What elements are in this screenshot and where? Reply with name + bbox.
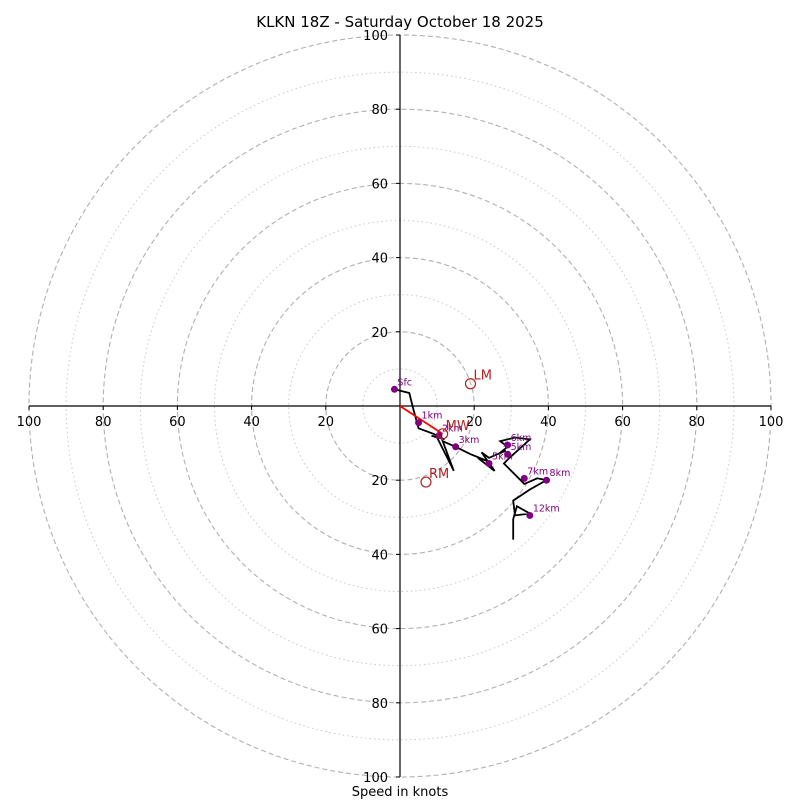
height-point-marker (526, 511, 534, 519)
height-point-label: 5km (492, 452, 513, 463)
storm-motion-marker (437, 428, 449, 440)
y-tick-label: 60 (371, 177, 388, 192)
height-point-label: 2km (442, 424, 463, 435)
x-axis-label: Speed in knots (352, 785, 449, 800)
height-point-marker (543, 476, 551, 484)
storm-motion-group: LM MW RM (420, 369, 492, 488)
y-tick-label: 80 (371, 103, 388, 118)
shear-vector-line (399, 405, 444, 435)
chart-title: KLKN 18Z - Saturday October 18 2025 (256, 13, 544, 31)
height-point-label: 5km (511, 442, 532, 453)
x-tick-label: 60 (614, 415, 631, 430)
height-point-marker (415, 419, 423, 427)
x-tick-label: 40 (540, 415, 557, 430)
y-tick-label: 40 (371, 252, 388, 267)
x-tick-label: 80 (95, 415, 112, 430)
y-tick-label: 80 (371, 697, 388, 712)
height-point-marker (504, 450, 512, 458)
x-tick-label: 100 (17, 415, 42, 430)
x-tick-label: 80 (689, 415, 706, 430)
storm-motion-label: RM (429, 467, 449, 482)
height-point-label: Sfc (397, 377, 412, 388)
y-tick-label: 40 (371, 548, 388, 563)
x-tick-label: 40 (243, 415, 260, 430)
y-tick-label: 20 (371, 326, 388, 341)
height-point-label: 12km (533, 503, 560, 514)
height-point-marker (485, 460, 493, 468)
height-point-marker (452, 443, 460, 451)
storm-motion-label: LM (473, 369, 491, 384)
storm-motion-label: MW (446, 419, 470, 434)
y-tick-label: 100 (363, 771, 388, 786)
shear-vector-group (399, 405, 444, 435)
height-point-marker (520, 474, 528, 482)
height-point-label: 1km (422, 411, 443, 422)
x-tick-label: 20 (318, 415, 335, 430)
height-point-label: 7km (527, 466, 548, 477)
x-tick-label: 20 (466, 415, 483, 430)
height-point-marker (504, 441, 512, 449)
y-tick-label: 20 (371, 474, 388, 489)
height-point-label: 3km (459, 435, 480, 446)
tick-labels: 100 80 60 40 20 20 40 60 80 100 100 80 60 40 20 20 40 60 8… (17, 29, 784, 786)
x-tick-label: 100 (759, 415, 784, 430)
height-point-label: 8km (550, 468, 571, 479)
x-tick-label: 60 (169, 415, 186, 430)
y-tick-label: 60 (371, 623, 388, 638)
y-tick-label: 100 (363, 29, 388, 44)
storm-motion-marker (420, 476, 432, 488)
storm-motion-marker (464, 378, 477, 390)
height-point-marker (390, 385, 398, 393)
height-point-label: 6km (511, 433, 532, 444)
